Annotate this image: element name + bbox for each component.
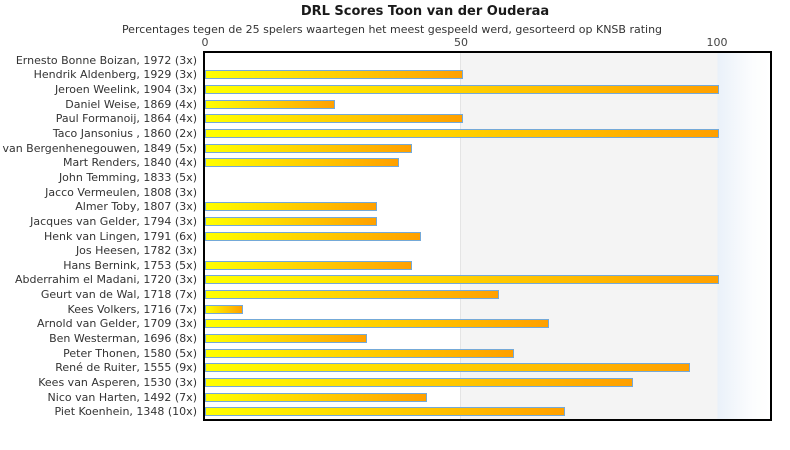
player-label: Peter Thonen, 1580 (5x)	[63, 346, 197, 360]
player-label: Almer Toby, 1807 (3x)	[75, 200, 197, 214]
player-label: John Temming, 1833 (5x)	[58, 170, 197, 184]
player-label: Jacco Vermeulen, 1808 (3x)	[45, 185, 197, 199]
player-label: Jacques van Gelder, 1794 (3x)	[30, 214, 197, 228]
score-bar	[205, 275, 719, 285]
bar-row	[205, 112, 770, 127]
player-label: Daniel Weise, 1869 (4x)	[65, 97, 197, 111]
x-tick-label-100: 100	[706, 36, 728, 49]
player-label: Nico van Harten, 1492 (7x)	[47, 390, 197, 404]
score-bar	[205, 85, 719, 95]
score-bar	[205, 202, 378, 212]
player-label: Abderrahim el Madani, 1720 (3x)	[15, 273, 197, 287]
player-label: René de Ruiter, 1555 (9x)	[55, 361, 197, 375]
score-bar	[205, 70, 463, 80]
score-bar	[205, 407, 566, 417]
player-label: Mart Renders, 1840 (4x)	[62, 156, 197, 170]
score-bar	[205, 143, 412, 153]
player-label: Hendrik Aldenberg, 1929 (3x)	[33, 68, 197, 82]
player-label: van Bergenhenegouwen, 1849 (5x)	[2, 141, 197, 155]
bar-row	[205, 68, 770, 83]
bar-row	[205, 53, 770, 68]
score-bar	[205, 129, 719, 139]
x-tick-label-50: 50	[454, 36, 468, 49]
player-label: Jos Heesen, 1782 (3x)	[75, 244, 197, 258]
bar-row	[205, 82, 770, 97]
bar-row	[205, 390, 770, 405]
score-bar	[205, 348, 515, 358]
player-label: Henk van Lingen, 1791 (6x)	[43, 229, 197, 243]
x-tick-label-0: 0	[201, 36, 209, 49]
score-bar	[205, 216, 378, 226]
bar-row	[205, 317, 770, 332]
bar-row	[205, 185, 770, 200]
bar-row	[205, 243, 770, 258]
player-label: Geurt van de Wal, 1718 (7x)	[40, 288, 197, 302]
score-bar	[205, 392, 427, 402]
chart-subtitle: Percentages tegen de 25 spelers waartege…	[121, 23, 663, 36]
player-label: Piet Koenhein, 1348 (10x)	[54, 405, 197, 419]
bar-row	[205, 229, 770, 244]
bar-row	[205, 126, 770, 141]
bar-row	[205, 214, 770, 229]
bar-row	[205, 141, 770, 156]
bar-row	[205, 258, 770, 273]
score-bar	[205, 114, 463, 124]
bar-row	[205, 331, 770, 346]
score-bar	[205, 319, 549, 329]
player-label: Arnold van Gelder, 1709 (3x)	[36, 317, 197, 331]
bar-row	[205, 360, 770, 375]
bar-row	[205, 97, 770, 112]
player-label: Hans Bernink, 1753 (5x)	[63, 258, 197, 272]
y-axis-labels: Ernesto Bonne Boizan, 1972 (3x) Hendrik A…	[0, 53, 197, 419]
score-bar	[205, 363, 691, 373]
bar-row	[205, 404, 770, 419]
player-label: Paul Formanoij, 1864 (4x)	[55, 112, 197, 126]
player-label: Ernesto Bonne Boizan, 1972 (3x)	[15, 53, 197, 67]
player-label: Ben Westerman, 1696 (8x)	[49, 331, 197, 345]
player-label: Jeroen Weelink, 1904 (3x)	[54, 83, 197, 97]
player-label: Kees van Asperen, 1530 (3x)	[38, 375, 197, 389]
score-bar	[205, 158, 399, 168]
score-bar	[205, 333, 367, 343]
bar-row	[205, 199, 770, 214]
bar-row	[205, 273, 770, 288]
player-label: Kees Volkers, 1716 (7x)	[67, 302, 197, 316]
bar-row	[205, 375, 770, 390]
plot-area	[203, 51, 772, 421]
score-bar	[205, 304, 244, 314]
bar-row	[205, 346, 770, 361]
bar-row	[205, 155, 770, 170]
bar-row	[205, 170, 770, 185]
score-bar	[205, 377, 634, 387]
chart-title: DRL Scores Toon van der Ouderaa	[300, 4, 550, 19]
bar-row	[205, 302, 770, 317]
score-bar	[205, 99, 335, 109]
player-label: Taco Jansonius , 1860 (2x)	[52, 127, 197, 141]
score-bar	[205, 231, 421, 241]
score-bar	[205, 290, 500, 300]
bar-row	[205, 287, 770, 302]
score-bar	[205, 260, 412, 270]
